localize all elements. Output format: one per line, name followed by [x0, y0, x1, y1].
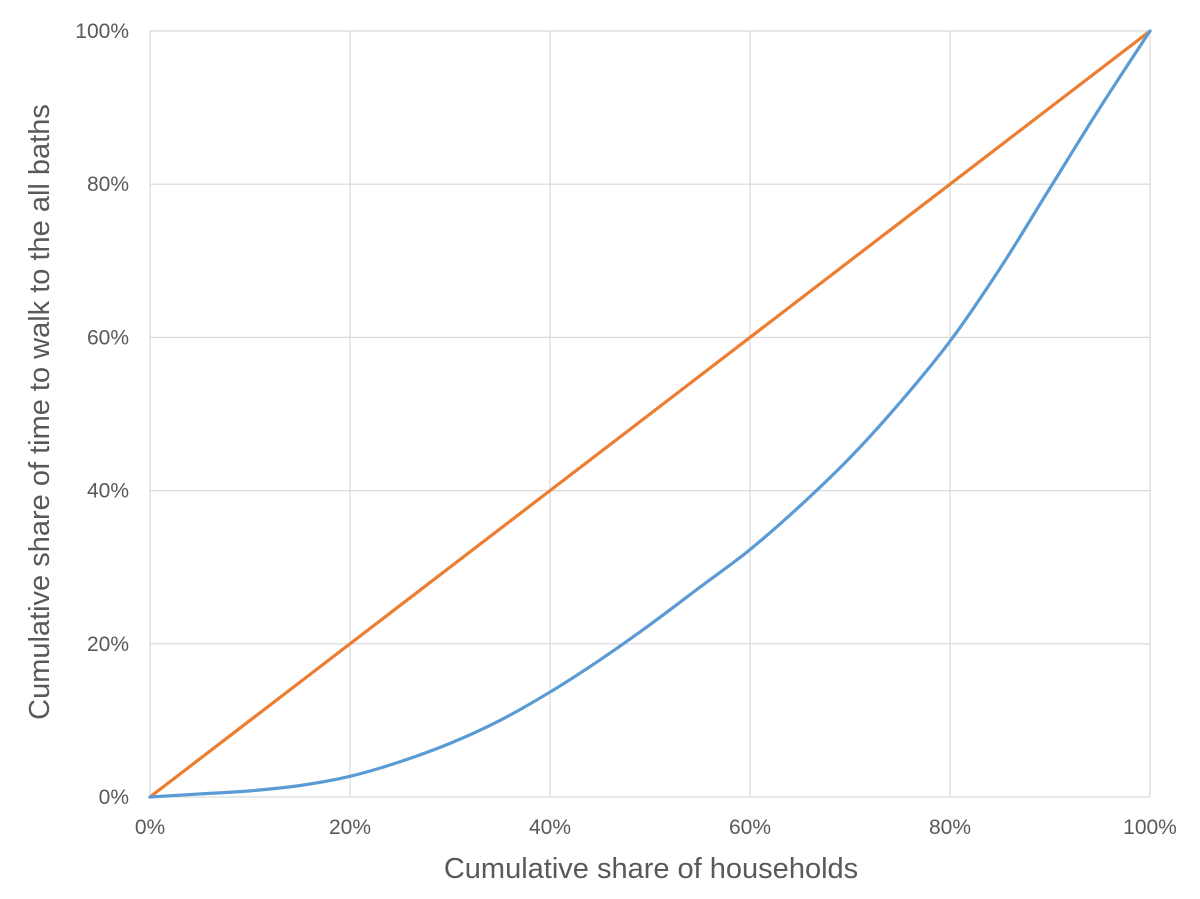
- y-axis-title: Cumulative share of time to walk to the …: [24, 104, 56, 720]
- y-tick-label: 40%: [87, 480, 129, 503]
- x-tick-label: 0%: [135, 816, 165, 839]
- y-tick-label: 100%: [75, 20, 129, 43]
- equality-line: [148, 29, 1152, 799]
- x-tick-label: 80%: [929, 816, 971, 839]
- x-axis-title: Cumulative share of households: [444, 853, 858, 885]
- grid: [149, 30, 1151, 798]
- y-tick-label: 0%: [99, 786, 129, 809]
- y-tick-label: 60%: [87, 326, 129, 349]
- tick-labels: 0% 20% 40% 60% 80% 100% 0% 20% 40% 60% 80% 100%: [75, 20, 1177, 839]
- y-tick-label: 80%: [87, 173, 129, 196]
- x-tick-label: 40%: [529, 816, 571, 839]
- series-layer: [148, 29, 1152, 799]
- x-tick-label: 100%: [1123, 816, 1177, 839]
- lorenz-curve: [148, 29, 1152, 799]
- y-tick-label: 20%: [87, 633, 129, 656]
- x-tick-label: 20%: [329, 816, 371, 839]
- x-tick-label: 60%: [729, 816, 771, 839]
